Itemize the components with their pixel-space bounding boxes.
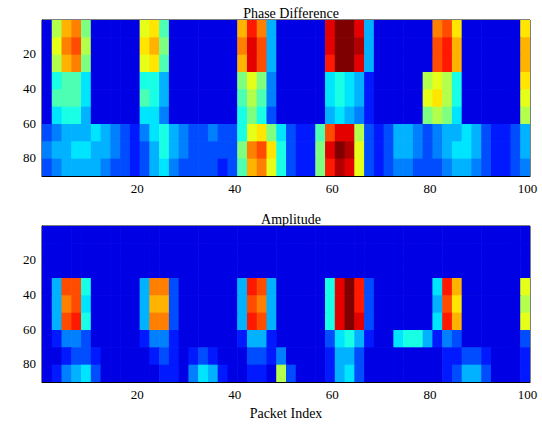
svg-text:20: 20 (131, 181, 144, 196)
svg-text:80: 80 (23, 356, 36, 371)
svg-text:80: 80 (23, 150, 36, 165)
svg-text:40: 40 (228, 387, 241, 402)
svg-text:60: 60 (326, 181, 339, 196)
svg-text:60: 60 (326, 387, 339, 402)
svg-text:20: 20 (23, 46, 36, 61)
svg-text:Phase Difference: Phase Difference (243, 6, 339, 21)
svg-text:80: 80 (423, 181, 436, 196)
svg-text:100: 100 (518, 181, 538, 196)
svg-text:40: 40 (228, 181, 241, 196)
svg-text:Packet Index: Packet Index (250, 406, 323, 421)
svg-text:60: 60 (23, 116, 36, 131)
svg-text:80: 80 (423, 387, 436, 402)
svg-text:40: 40 (23, 287, 36, 302)
svg-text:Amplitude: Amplitude (261, 212, 321, 227)
svg-text:20: 20 (23, 252, 36, 267)
svg-text:100: 100 (518, 387, 538, 402)
svg-text:20: 20 (131, 387, 144, 402)
svg-text:60: 60 (23, 322, 36, 337)
svg-text:40: 40 (23, 81, 36, 96)
